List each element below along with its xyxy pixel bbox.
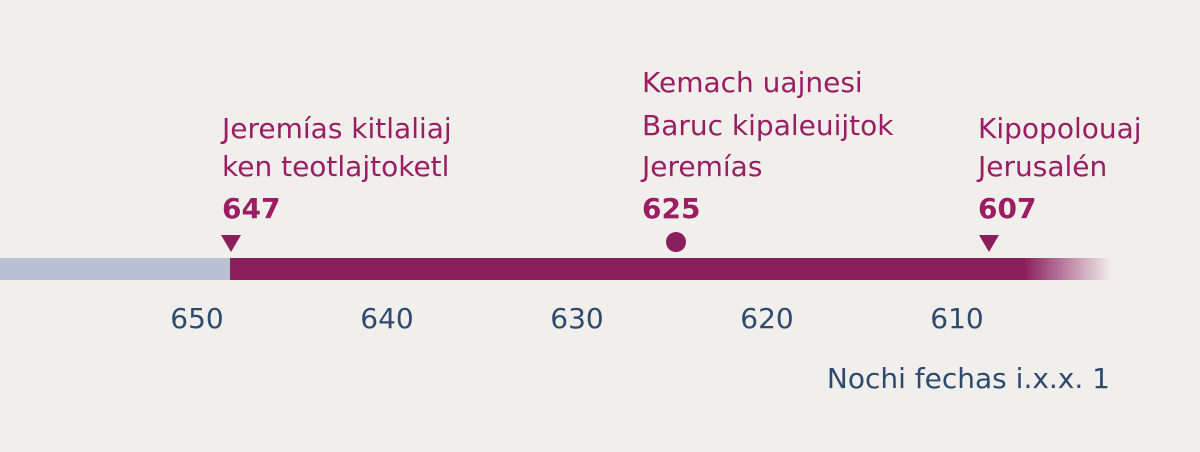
timeline-bar-before	[0, 258, 232, 280]
event-label: Baruc kipaleuijtok	[642, 109, 894, 142]
axis-tick-label: 620	[740, 302, 793, 335]
timeline-bar	[230, 258, 1025, 280]
event-marker	[979, 235, 999, 252]
event-label: Kemach uajnesi	[642, 66, 863, 99]
event-year: 625	[642, 192, 700, 225]
event-label: ken teotlajtoketl	[222, 150, 449, 183]
event-year: 607	[978, 192, 1036, 225]
axis-ticks: 650 640 630 620 610	[170, 302, 983, 335]
event-year: 647	[222, 192, 280, 225]
event-label: Jeremías kitlaliaj	[220, 112, 452, 145]
axis-tick-label: 630	[550, 302, 603, 335]
event-label: Kipopolouaj	[978, 112, 1142, 145]
event-marker	[666, 232, 686, 252]
axis-note: Nochi fechas i.x.x. 1	[827, 362, 1110, 395]
event-label: Jerusalén	[976, 150, 1107, 183]
event: Jeremías kitlaliaj ken teotlajtoketl 647	[220, 112, 452, 252]
event-label: Jeremías	[640, 150, 762, 183]
event: Kemach uajnesi Baruc kipaleuijtok Jeremí…	[640, 66, 894, 252]
event-marker	[221, 235, 241, 252]
axis-tick-label: 650	[170, 302, 223, 335]
timeline-bar-fade	[1024, 258, 1112, 280]
axis-tick-label: 640	[360, 302, 413, 335]
event: Kipopolouaj Jerusalén 607	[976, 112, 1142, 252]
axis-tick-label: 610	[930, 302, 983, 335]
